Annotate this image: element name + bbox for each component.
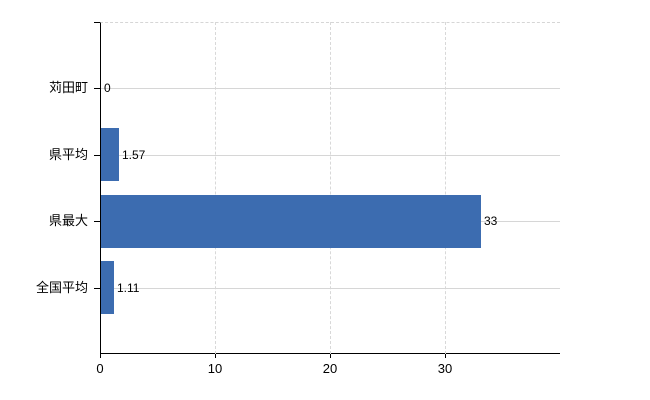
value-label: 0 xyxy=(104,81,111,95)
y-axis-tick xyxy=(94,88,100,89)
bar xyxy=(101,261,114,314)
x-tick-label: 0 xyxy=(96,361,104,376)
h-gridline xyxy=(101,88,560,89)
x-tick-label: 30 xyxy=(437,361,453,376)
category-label: 全国平均 xyxy=(35,280,88,295)
x-tick-label: 10 xyxy=(207,361,223,376)
category-label: 県平均 xyxy=(48,147,88,162)
value-label: 33 xyxy=(484,214,498,228)
y-axis-tick xyxy=(94,155,100,156)
v-gridline xyxy=(445,22,446,354)
x-axis-tick xyxy=(100,354,101,358)
x-tick-label: 20 xyxy=(322,361,338,376)
bar xyxy=(101,195,481,248)
value-label: 1.57 xyxy=(122,148,146,162)
bar xyxy=(101,128,119,181)
x-axis-tick xyxy=(445,354,446,358)
category-label: 県最大 xyxy=(48,213,88,228)
x-axis-tick xyxy=(215,354,216,358)
y-axis-tick xyxy=(94,288,100,289)
v-gridline xyxy=(330,22,331,354)
value-label: 1.11 xyxy=(117,281,140,295)
y-axis-tick xyxy=(94,221,100,222)
h-gridline xyxy=(101,288,560,289)
v-gridline xyxy=(215,22,216,354)
category-label: 苅田町 xyxy=(48,80,88,95)
y-axis-tick xyxy=(94,22,100,23)
x-axis-tick xyxy=(330,354,331,358)
h-gridline xyxy=(101,155,560,156)
